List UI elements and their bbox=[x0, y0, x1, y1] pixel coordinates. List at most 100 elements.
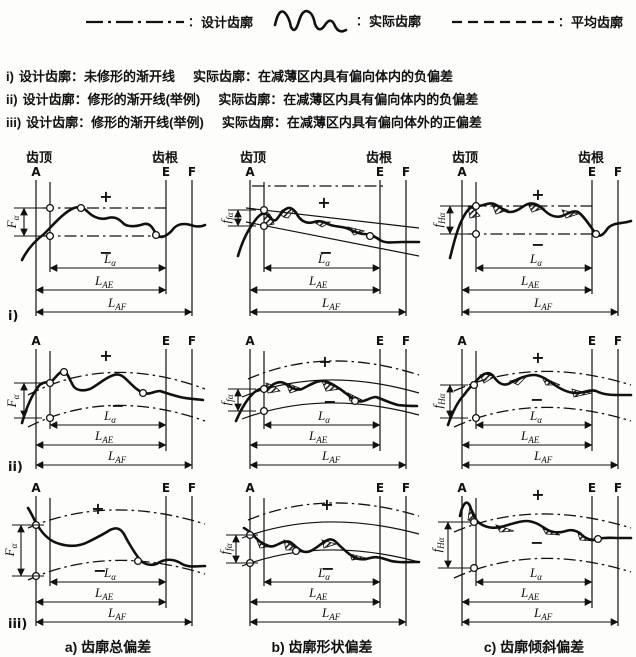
design-profile-lines bbox=[42, 207, 168, 237]
dim-label-l-alpha: Lα bbox=[529, 408, 542, 425]
note-ii: ii) 设计齿廓：修形的渐开线(举例) 实际齿廓：在减薄区内具有偏向体内的负偏差 bbox=[6, 89, 478, 108]
dim-label-l-af: LAF bbox=[321, 295, 341, 312]
deviation-measure-form: ffα bbox=[217, 534, 258, 564]
point-label-A: A bbox=[457, 481, 467, 495]
design-profile-arc bbox=[247, 502, 420, 521]
point-label-E: E bbox=[162, 334, 170, 348]
note-prefix: iii) bbox=[6, 115, 22, 130]
note-actual-text: 实际齿廓：在减薄区内具有偏向体内的负偏差 bbox=[218, 92, 479, 107]
profile-intersection-markers bbox=[471, 201, 601, 239]
boundary-lines bbox=[249, 349, 407, 469]
header-tooth-root: 齿根 bbox=[578, 150, 605, 165]
point-label-E: E bbox=[376, 481, 384, 495]
note-actual-text: 实际齿廓：在减薄区内具有偏向体内的负偏差 bbox=[192, 69, 453, 84]
profile-intersection-markers bbox=[45, 203, 161, 241]
point-label-F: F bbox=[614, 334, 622, 348]
dimension-l-alpha: Lα bbox=[49, 251, 167, 272]
dimension-l-af: LAF bbox=[35, 448, 193, 469]
profile-intersection-markers bbox=[259, 384, 360, 416]
dim-label-l-alpha: Lα bbox=[317, 408, 330, 425]
profile-intersection-markers bbox=[31, 520, 143, 581]
dimension-l-ae: LAE bbox=[461, 428, 593, 449]
plus-sign: + bbox=[99, 346, 112, 365]
row-label-iii: iii) bbox=[8, 617, 27, 632]
dim-label-l-af: LAF bbox=[107, 295, 127, 312]
note-design-text: 设计齿廓：修形的渐开线(举例) bbox=[22, 92, 201, 107]
legend-separator: ： bbox=[188, 15, 201, 29]
header-tooth-tip: 齿顶 bbox=[452, 150, 479, 165]
deviation-symbol-f-falpha: ffα bbox=[217, 543, 234, 554]
dim-label-l-af: LAF bbox=[533, 295, 553, 312]
dash-dot-line-icon bbox=[86, 20, 184, 23]
point-label-F: F bbox=[614, 165, 622, 179]
deviation-measure-total: Fα bbox=[4, 382, 42, 419]
deviation-measure-slope: fHα bbox=[430, 384, 468, 419]
legend-item-mean-profile: ： 平均齿廓 bbox=[450, 12, 623, 31]
dimension-l-af: LAF bbox=[249, 295, 407, 316]
dimension-l-af: LAF bbox=[249, 605, 407, 626]
design-profile-arcs bbox=[27, 371, 206, 428]
profile-intersection-markers bbox=[45, 367, 148, 423]
dimension-l-alpha: Lα bbox=[475, 565, 593, 586]
point-label-A: A bbox=[31, 334, 41, 348]
note-iii: iii) 设计齿廓：修形的渐开线(举例) 实际齿廓：在减薄区内具有偏向体外的正偏差 bbox=[6, 112, 482, 131]
dimension-l-ae: LAE bbox=[461, 585, 593, 606]
dim-label-l-ae: LAE bbox=[308, 428, 328, 445]
minus-sign: − bbox=[323, 392, 336, 411]
dim-label-l-af: LAF bbox=[321, 605, 341, 622]
legend-item-actual-profile: ： 实际齿廓 bbox=[272, 3, 421, 37]
row-label-ii: ii) bbox=[8, 460, 23, 475]
legend-separator: ： bbox=[558, 15, 571, 29]
point-label-E: E bbox=[588, 334, 596, 348]
plus-sign: + bbox=[317, 193, 330, 212]
dim-label-l-af: LAF bbox=[533, 448, 553, 465]
deviation-measure-slope: fHα bbox=[430, 205, 468, 235]
point-label-E: E bbox=[588, 165, 596, 179]
dim-label-l-ae: LAE bbox=[520, 273, 540, 290]
dimension-l-ae: LAE bbox=[35, 273, 167, 294]
point-label-A: A bbox=[245, 334, 255, 348]
dim-label-l-af: LAF bbox=[107, 448, 127, 465]
dimension-l-af: LAF bbox=[249, 448, 407, 469]
dimension-l-ae: LAE bbox=[35, 428, 167, 449]
dimension-l-alpha: Lα bbox=[475, 251, 593, 272]
point-label-E: E bbox=[376, 165, 384, 179]
plus-sign: + bbox=[531, 348, 544, 367]
legend-separator: ： bbox=[356, 13, 369, 28]
legend-label-mean: 平均齿廓 bbox=[571, 15, 624, 30]
minus-sign: − bbox=[93, 561, 106, 580]
design-profile-arcs bbox=[453, 513, 632, 579]
point-label-F: F bbox=[402, 334, 410, 348]
dimension-l-ae: LAE bbox=[249, 428, 381, 449]
profile-intersection-markers bbox=[469, 517, 603, 573]
dim-label-l-alpha: Lα bbox=[103, 565, 116, 582]
legend-label-actual: 实际齿廓 bbox=[369, 13, 422, 29]
dim-label-l-af: LAF bbox=[321, 448, 341, 465]
dimension-l-ae: LAE bbox=[35, 585, 167, 606]
point-label-F: F bbox=[402, 165, 410, 179]
diagram-slope-deviation-row-iii: A E F + − fHα Lα LAE bbox=[429, 481, 633, 626]
actual-profile-curve bbox=[236, 206, 421, 258]
legend-item-design-profile: ： 设计齿廓 bbox=[84, 12, 253, 31]
dim-label-l-alpha: Lα bbox=[529, 251, 542, 268]
diagram-form-deviation-row-iii: A E F + − ffα Lα LAE bbox=[217, 481, 421, 626]
actual-profile-curve bbox=[458, 501, 633, 542]
dim-label-l-alpha: Lα bbox=[103, 408, 116, 425]
point-label-F: F bbox=[188, 165, 196, 179]
mean-profile-envelope bbox=[245, 207, 420, 257]
design-profile-arcs bbox=[453, 370, 632, 428]
header-tooth-tip: 齿顶 bbox=[240, 150, 267, 165]
header-tooth-root: 齿根 bbox=[152, 150, 179, 165]
header-tooth-root: 齿根 bbox=[366, 150, 393, 165]
point-label-A: A bbox=[245, 165, 255, 179]
design-profile-arc bbox=[247, 360, 420, 380]
dim-label-l-ae: LAE bbox=[520, 428, 540, 445]
actual-profile-curve bbox=[20, 205, 207, 262]
dimension-l-alpha: Lα bbox=[263, 408, 381, 429]
plus-sign: + bbox=[318, 352, 331, 371]
dim-label-l-alpha: Lα bbox=[317, 565, 330, 582]
diagram-total-deviation-row-ii: A E F + − Fα Lα LAE bbox=[4, 334, 206, 475]
point-label-E: E bbox=[162, 165, 170, 179]
mean-profile-envelope bbox=[241, 521, 420, 567]
diagram-slope-deviation-row-ii: A E F + − fHα Lα LAE bbox=[430, 334, 633, 469]
